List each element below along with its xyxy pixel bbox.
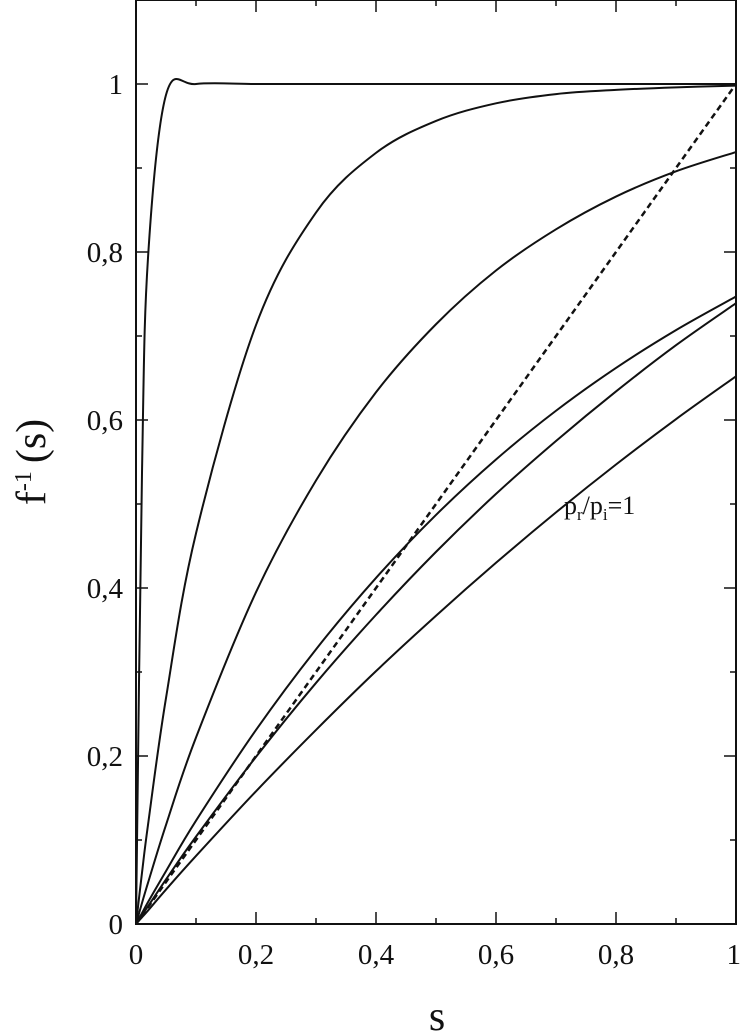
y-axis-title-main: f xyxy=(9,491,55,505)
annotation-sub2: i xyxy=(603,505,608,524)
x-tick-label: 0,6 xyxy=(478,939,514,971)
series-line-5 xyxy=(135,302,737,925)
y-tick-label: 0,2 xyxy=(87,741,123,773)
y-tick-label: 0,8 xyxy=(87,237,123,269)
x-axis-title: s xyxy=(429,994,445,1033)
plot-area-frame xyxy=(135,0,737,925)
annotation-slash: /p xyxy=(583,491,603,520)
annotation-label: pr/pi=1 xyxy=(564,491,635,524)
y-tick-label: 0,4 xyxy=(87,573,124,605)
series-line-4 xyxy=(135,295,737,925)
y-tick-label: 0,6 xyxy=(87,405,123,437)
annotation-sub1: r xyxy=(577,505,583,524)
y-axis-title: f-1 (s) xyxy=(9,419,55,505)
y-tick-label: 0 xyxy=(109,909,124,941)
x-tick-label: 1 xyxy=(727,939,741,971)
tick-labels: 0 0,2 0,4 0,6 0,8 1 0 0,2 0,4 0,6 0,8 1 xyxy=(87,69,741,971)
x-tick-label: 0,4 xyxy=(358,939,395,971)
y-tick-label: 1 xyxy=(109,69,124,101)
series-line-6 xyxy=(135,375,737,925)
tick-marks xyxy=(135,0,737,925)
x-tick-label: 0,2 xyxy=(238,939,274,971)
series-line-1 xyxy=(135,78,736,925)
y-axis-title-sup: -1 xyxy=(11,471,37,491)
series-line-3 xyxy=(135,151,737,925)
annotation-tail: =1 xyxy=(608,491,636,520)
x-tick-label: 0 xyxy=(129,939,144,971)
annotation-base: p xyxy=(564,491,577,520)
reference-line-dashed xyxy=(134,83,738,925)
x-tick-label: 0,8 xyxy=(598,939,634,971)
series-group xyxy=(134,78,738,925)
series-line-2 xyxy=(135,84,737,925)
y-axis-title-arg: (s) xyxy=(9,419,55,463)
